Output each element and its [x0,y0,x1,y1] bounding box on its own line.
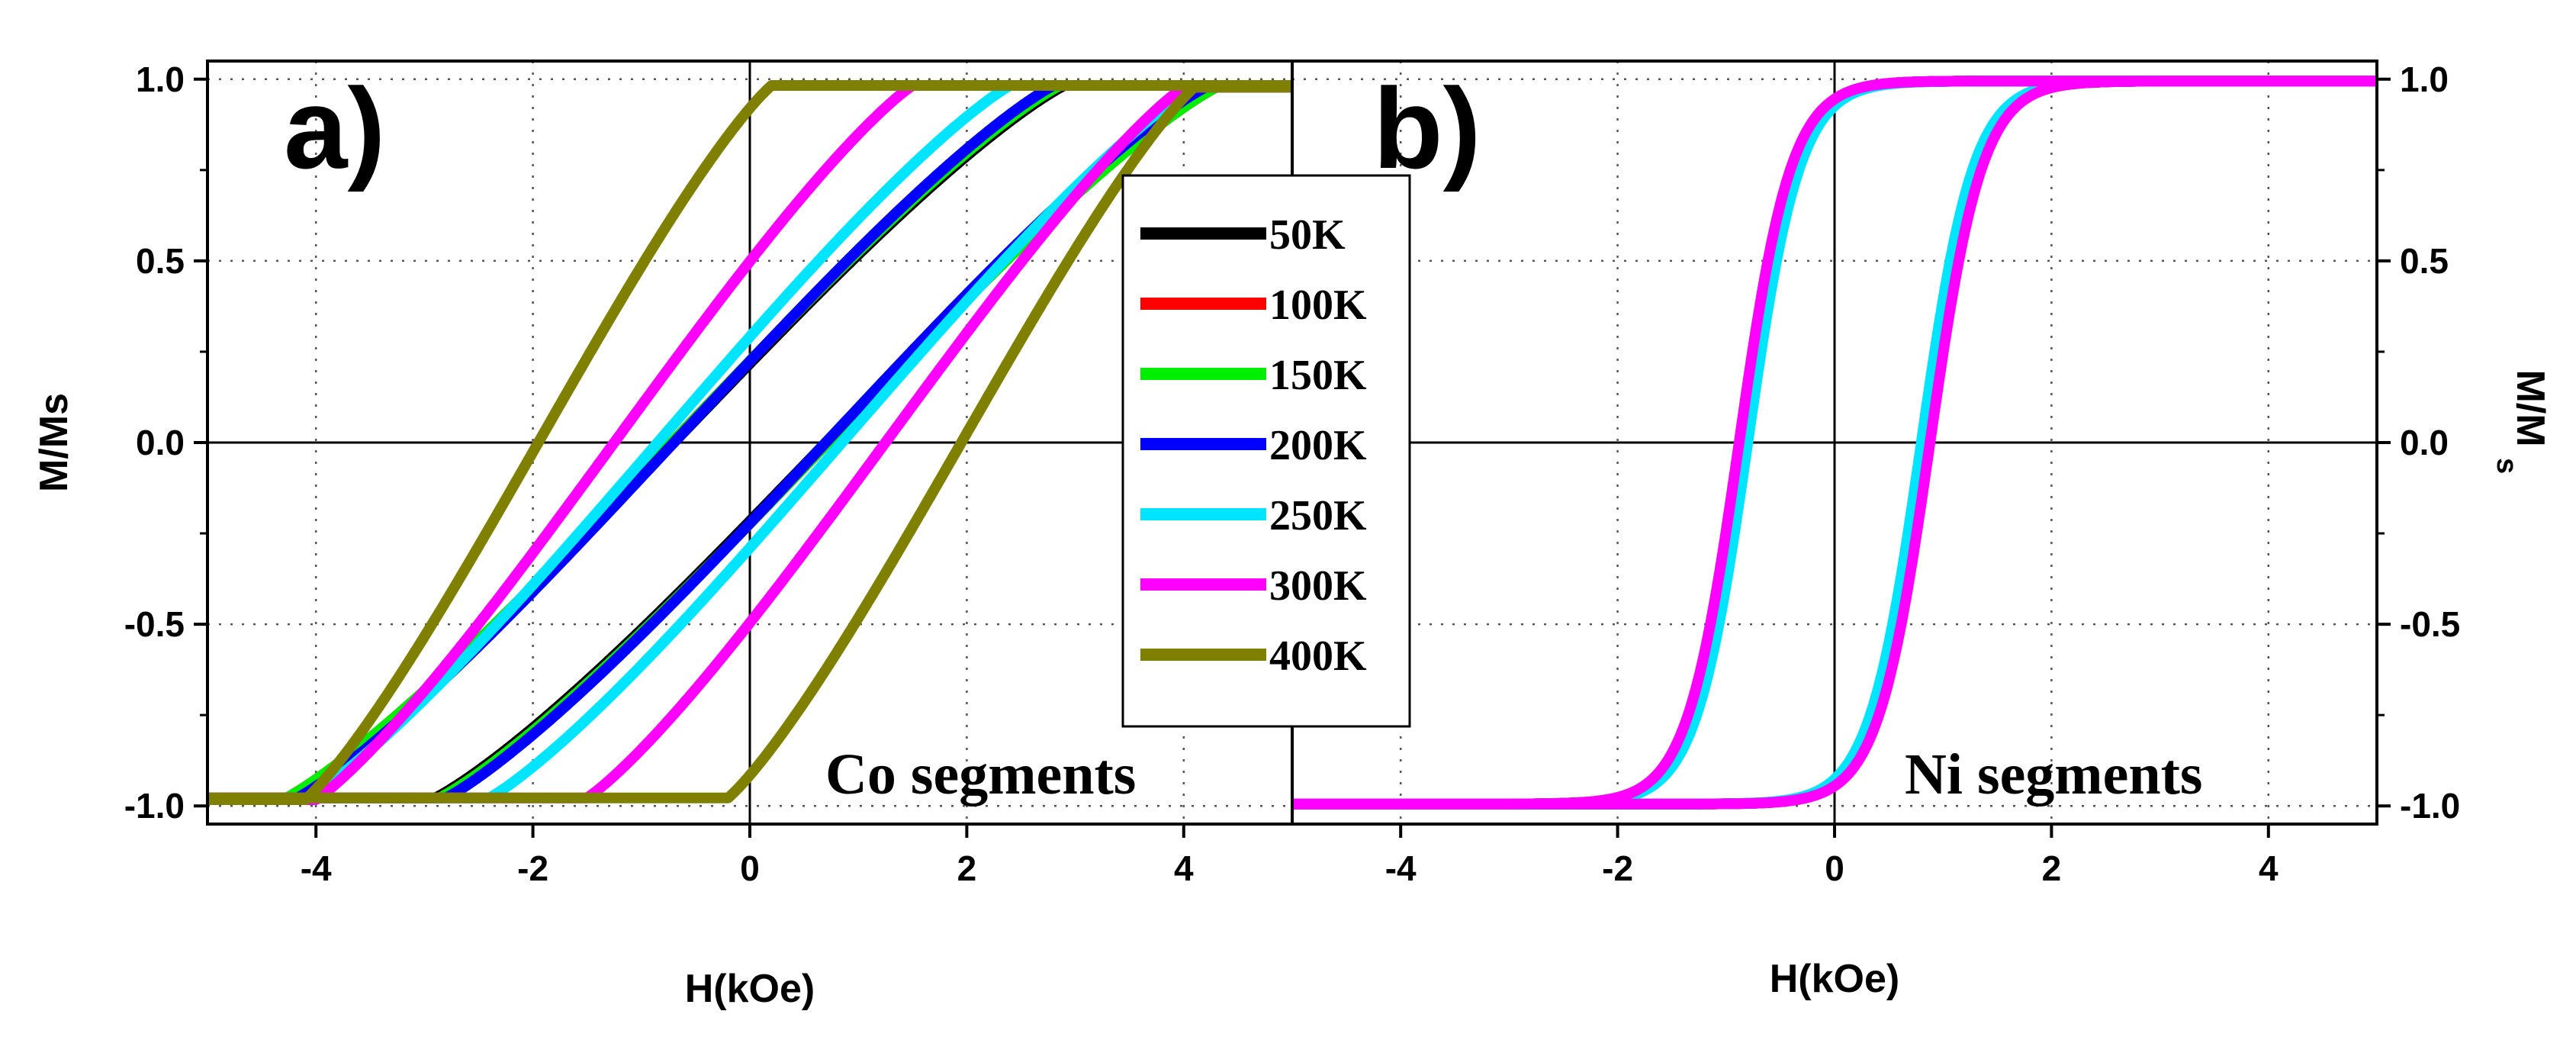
b-xtick-label-3: 2 [2042,848,2062,888]
b-ytick-label-0: -1.0 [2400,786,2460,826]
a-ytick-label-0: -1.0 [124,786,185,826]
a-ytick-label-3: 0.5 [136,241,185,281]
panel-a-ylabel: M/Ms [32,393,76,492]
a-ytick-label-1: -0.5 [124,604,185,644]
panel-a-ticks: -4 -2 0 2 4 -1.0 -0.5 0.0 0.5 1.0 [124,60,1194,888]
panel-b-ni-segments: -4 -2 0 2 4-1.0-0.50.00.51.0 b) Ni segments … [1291,60,2552,1001]
a-ytick-label-4: 1.0 [136,60,185,99]
b-ytick-label-2: 0.0 [2400,423,2449,462]
a-xtick-label-1: -2 [517,848,548,888]
b-xtick-label-4: 4 [2259,848,2279,888]
a-xtick-label-3: 2 [957,848,977,888]
b-xtick-label-0: -4 [1385,848,1417,888]
a-xtick-label-2: 0 [740,848,760,888]
panel-b-ylabel-group: M/M s [2491,369,2552,474]
b-xtick-label-1: -2 [1602,848,1633,888]
panel-b-curves [1292,76,2377,810]
panel-a-label: a) [284,64,385,192]
a-xtick-label-0: -4 [301,848,332,888]
a-ytick-label-2: 0.0 [136,423,185,462]
a-series-400K-ascending [207,82,1292,803]
b-series-300K-ascending [1292,76,2377,810]
b-ytick-label-4: 1.0 [2400,60,2449,99]
legend-label-50K: 50K [1269,211,1346,259]
panel-a-curves [207,80,1292,805]
legend-box [1121,174,1411,728]
legend-label-250K: 250K [1269,492,1367,539]
legend-entries: 50K 100K 150K 200K 250K 300K 400K [1140,211,1367,680]
legend-label-300K: 300K [1269,562,1367,610]
legend-label-400K: 400K [1269,633,1367,680]
a-xtick-label-4: 4 [1174,848,1194,888]
panel-a-xlabel: H(kOe) [685,967,815,1011]
panel-b-ylabel: M/M [2508,369,2552,446]
panel-b-ylabel-subscript: s [2491,458,2523,474]
panel-b-label: b) [1373,64,1481,192]
b-ytick-label-1: -0.5 [2400,604,2460,644]
legend-label-100K: 100K [1269,282,1367,329]
legend: 50K 100K 150K 200K 250K 300K 400K [1121,174,1411,728]
b-ytick-label-3: 0.5 [2400,241,2449,281]
legend-label-200K: 200K [1269,422,1367,469]
b-xtick-label-2: 0 [1825,848,1844,888]
panel-b-ticks: -4 -2 0 2 4 -1.0 -0.5 0.0 0.5 1.0 [1385,60,2461,888]
panel-b-xlabel: H(kOe) [1770,957,1899,1001]
legend-label-150K: 150K [1269,352,1367,399]
panel-b-annotation: Ni segments [1905,742,2203,807]
a-series-400K-descending [207,80,1292,805]
panel-a-annotation: Co segments [825,742,1136,807]
